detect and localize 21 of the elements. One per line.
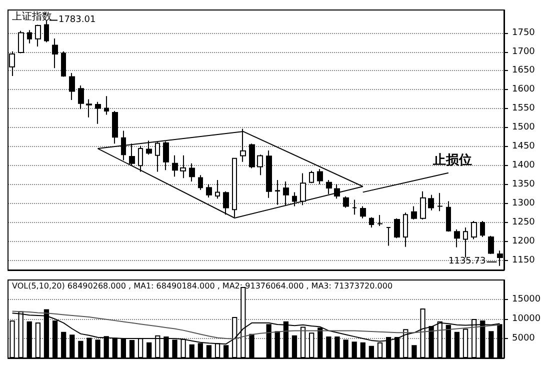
annotation: 1135.73	[448, 256, 486, 266]
y-tick-label: 5000	[512, 334, 536, 344]
y-tick-label: 1150	[512, 256, 536, 266]
y-tick-label: 1450	[512, 142, 536, 152]
annotation: 1783.01	[58, 15, 96, 26]
y-tick-label: 1650	[512, 66, 536, 76]
y-tick-label: 1500	[512, 122, 536, 133]
y-tick-label: 1700	[512, 46, 536, 57]
chart-title: 上证指数	[12, 10, 52, 22]
y-tick-label: 15000	[512, 294, 541, 304]
chart-title: VOL(5,10,20) 68490268.000 , MA1: 68490184.000 , MA2: 91376064.000 , MA3: 71373720.000	[12, 282, 393, 290]
y-tick-label: 1400	[512, 160, 536, 171]
y-tick-label: 10000	[512, 314, 541, 324]
y-tick-label: 1600	[512, 84, 536, 95]
y-tick-label: 1750	[512, 28, 536, 38]
y-tick-label: 1550	[512, 104, 536, 114]
annotation: 止损位	[432, 152, 472, 168]
y-tick-label: 1200	[512, 236, 536, 247]
y-tick-label: 1300	[512, 198, 536, 209]
y-tick-label: 1250	[512, 218, 536, 228]
y-tick-label: 1350	[512, 180, 536, 190]
